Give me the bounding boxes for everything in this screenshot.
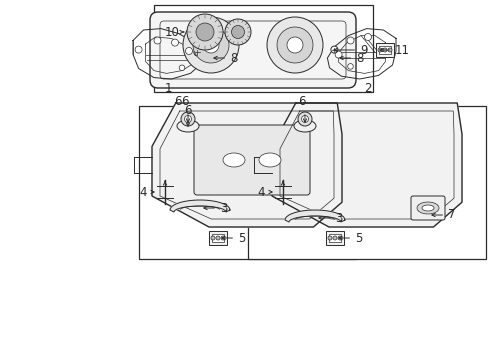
Circle shape (216, 236, 220, 240)
Circle shape (327, 236, 331, 240)
Circle shape (286, 37, 303, 53)
FancyBboxPatch shape (410, 196, 444, 220)
Bar (328, 234, 340, 242)
Polygon shape (271, 103, 461, 227)
Circle shape (276, 27, 312, 63)
Polygon shape (285, 210, 345, 222)
Circle shape (337, 236, 341, 240)
Circle shape (194, 49, 201, 56)
Circle shape (210, 236, 215, 240)
Circle shape (347, 64, 352, 69)
Ellipse shape (259, 153, 281, 167)
Polygon shape (170, 200, 229, 212)
Bar (208, 231, 226, 245)
Text: 11: 11 (379, 44, 409, 57)
Circle shape (301, 116, 308, 122)
Circle shape (346, 37, 353, 44)
Text: 8: 8 (339, 51, 363, 64)
Text: 6: 6 (298, 95, 305, 108)
Text: 6: 6 (174, 95, 182, 108)
Circle shape (377, 48, 381, 52)
Text: 3: 3 (318, 211, 342, 225)
Ellipse shape (421, 205, 433, 211)
Text: 6: 6 (181, 95, 188, 108)
Bar (154, 5, 372, 92)
Ellipse shape (416, 202, 438, 214)
Circle shape (297, 112, 311, 126)
Circle shape (196, 23, 214, 41)
Circle shape (330, 46, 337, 53)
Text: 10: 10 (165, 26, 180, 39)
Bar (247, 106, 485, 259)
Circle shape (154, 37, 161, 44)
Text: 5: 5 (338, 231, 362, 244)
Ellipse shape (223, 153, 244, 167)
Circle shape (364, 33, 371, 40)
Circle shape (183, 17, 239, 73)
Text: 4: 4 (257, 185, 264, 198)
Text: 7: 7 (431, 208, 454, 221)
Circle shape (231, 26, 244, 39)
Circle shape (224, 19, 250, 45)
Circle shape (179, 65, 184, 71)
Circle shape (334, 51, 342, 58)
Circle shape (332, 236, 336, 240)
Circle shape (387, 48, 391, 52)
Bar (325, 231, 343, 245)
Circle shape (385, 44, 392, 51)
Polygon shape (152, 103, 341, 227)
Text: 8: 8 (213, 51, 237, 64)
Bar (212, 234, 224, 242)
Circle shape (185, 48, 192, 54)
Text: 4: 4 (139, 185, 147, 198)
Ellipse shape (293, 120, 315, 132)
Circle shape (193, 27, 228, 63)
Text: 3: 3 (203, 202, 227, 215)
Text: 5: 5 (222, 231, 245, 244)
Circle shape (203, 37, 219, 53)
FancyBboxPatch shape (150, 12, 355, 88)
Circle shape (135, 46, 142, 53)
Text: 6: 6 (184, 104, 191, 126)
Circle shape (382, 48, 386, 52)
Circle shape (221, 236, 224, 240)
Text: 2: 2 (364, 81, 371, 94)
Circle shape (186, 14, 223, 50)
Text: 9: 9 (333, 44, 367, 57)
Circle shape (171, 39, 178, 46)
Bar (139, 106, 355, 259)
Bar (378, 46, 390, 54)
Circle shape (181, 112, 195, 126)
Bar (375, 43, 393, 57)
Text: 1: 1 (164, 81, 171, 94)
Ellipse shape (177, 120, 199, 132)
Circle shape (266, 17, 323, 73)
FancyBboxPatch shape (194, 125, 309, 195)
Circle shape (184, 116, 191, 122)
